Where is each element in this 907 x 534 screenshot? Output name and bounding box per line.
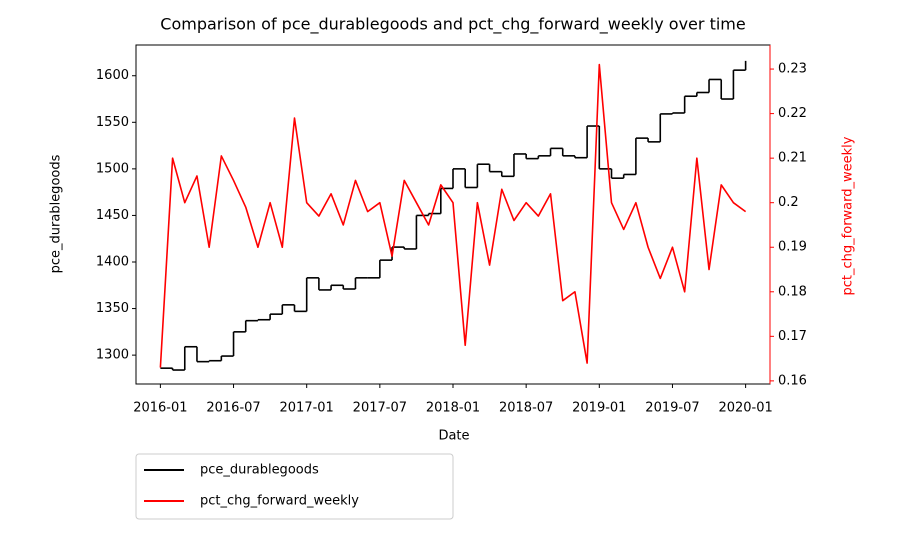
chart-title: Comparison of pce_durablegoods and pct_c… bbox=[160, 15, 745, 35]
x-tick-label: 2016-07 bbox=[206, 401, 260, 416]
legend-label: pct_chg_forward_weekly bbox=[200, 494, 359, 509]
step-riser bbox=[171, 60, 747, 371]
plot-frame bbox=[135, 44, 771, 385]
x-tick-label: 2016-01 bbox=[133, 401, 187, 416]
x-tick-label: 2017-07 bbox=[353, 401, 407, 416]
y-tick-label: 1500 bbox=[96, 161, 129, 176]
y2-axis-label: pct_chg_forward_weekly bbox=[841, 136, 856, 295]
x-tick-label: 2018-07 bbox=[499, 401, 553, 416]
y2-tick-label: 0.19 bbox=[778, 240, 807, 255]
y2-tick-label: 0.17 bbox=[778, 329, 807, 344]
y-tick-label: 1300 bbox=[96, 348, 129, 363]
y2-tick-label: 0.21 bbox=[778, 151, 807, 166]
x-axis-label: Date bbox=[438, 429, 469, 444]
x-tick-label: 2018-01 bbox=[426, 401, 480, 416]
legend-box bbox=[135, 453, 454, 520]
y-tick-label: 1600 bbox=[96, 68, 129, 83]
y-tick-label: 1550 bbox=[96, 115, 129, 130]
y-tick-label: 1400 bbox=[96, 254, 129, 269]
y2-tick-label: 0.2 bbox=[778, 195, 799, 210]
y-axis-label: pce_durablegoods bbox=[49, 154, 64, 273]
y-tick-label: 1350 bbox=[96, 301, 129, 316]
x-tick-label: 2017-01 bbox=[280, 401, 334, 416]
x-tick-label: 2019-07 bbox=[645, 401, 699, 416]
x-tick-label: 2020-01 bbox=[718, 401, 772, 416]
y2-tick-label: 0.18 bbox=[778, 284, 807, 299]
legend-label: pce_durablegoods bbox=[200, 463, 319, 478]
x-tick-label: 2019-01 bbox=[572, 401, 626, 416]
y-tick-label: 1450 bbox=[96, 208, 129, 223]
y2-tick-label: 0.23 bbox=[778, 62, 807, 77]
series-line bbox=[159, 63, 747, 368]
y2-tick-label: 0.16 bbox=[778, 373, 807, 388]
y2-tick-label: 0.22 bbox=[778, 106, 807, 121]
